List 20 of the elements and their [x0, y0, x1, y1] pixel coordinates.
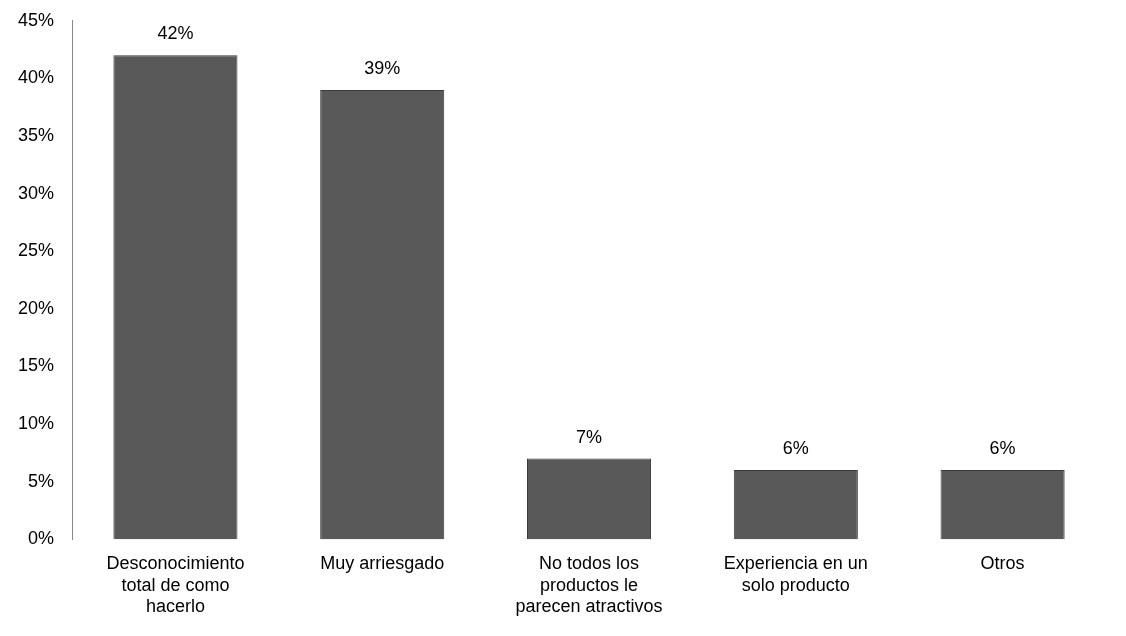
- y-tick-label: 20%: [18, 297, 55, 318]
- x-tick-label: Muy arriesgado: [320, 552, 445, 573]
- y-tick-label: 0%: [28, 528, 55, 549]
- data-label: 39%: [364, 57, 401, 78]
- data-label: 42%: [157, 23, 194, 44]
- y-tick-label: 40%: [18, 67, 55, 88]
- y-tick-label: 5%: [28, 470, 55, 491]
- x-tick-label: Otros: [980, 552, 1025, 573]
- data-label: 6%: [989, 438, 1016, 459]
- y-tick-label: 15%: [18, 355, 55, 376]
- x-tick-label: Desconocimiento total de como hacerlo: [106, 552, 245, 617]
- y-tick-label: 25%: [18, 240, 55, 261]
- y-tick-label: 35%: [18, 124, 55, 145]
- x-tick-label: No todos los productos le parecen atractivos: [515, 552, 663, 617]
- x-tick-label: Experiencia en un solo producto: [723, 552, 868, 595]
- data-label: 7%: [576, 426, 603, 447]
- data-label: 6%: [782, 438, 809, 459]
- y-tick-label: 10%: [18, 412, 55, 433]
- y-tick-label: 45%: [18, 9, 55, 30]
- y-tick-label: 30%: [18, 182, 55, 203]
